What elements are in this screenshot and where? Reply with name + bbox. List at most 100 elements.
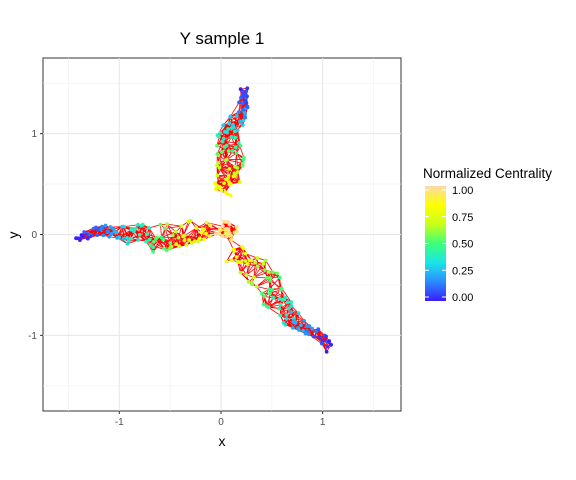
network-node (100, 224, 104, 229)
network-node (262, 294, 267, 299)
network-node (238, 87, 243, 92)
network-node (96, 228, 100, 232)
network-node (136, 238, 141, 242)
network-node (195, 239, 200, 244)
x-tick-label: 1 (320, 417, 326, 428)
network-node (186, 219, 191, 224)
network-node (222, 181, 226, 186)
network-edge (286, 312, 299, 320)
network-node (164, 248, 169, 253)
network-node (245, 262, 250, 266)
x-axis: -1 0 1 (115, 411, 326, 428)
network-node (173, 229, 178, 234)
network-node (289, 304, 294, 308)
network-edge (160, 224, 162, 238)
network-node (289, 310, 293, 314)
network-node (151, 249, 156, 254)
x-tick-label: -1 (115, 417, 124, 428)
network-edge (240, 260, 246, 273)
network-edge (246, 262, 256, 276)
network-node (243, 251, 248, 256)
network-node (278, 287, 283, 292)
legend-colorbar (425, 186, 446, 301)
network-node (213, 231, 218, 236)
network-node (241, 155, 246, 160)
network-node (261, 302, 266, 307)
network-node (144, 239, 149, 244)
network-edge (253, 271, 269, 278)
network-node (233, 164, 237, 169)
network-node (236, 140, 241, 145)
network-node (84, 232, 89, 236)
network-node (215, 184, 220, 188)
network-edge (281, 288, 292, 303)
network-node (128, 236, 133, 241)
network-node (310, 326, 315, 331)
network-node (184, 242, 189, 247)
network-edge (236, 246, 243, 258)
legend-tick-label: 0.25 (452, 265, 473, 277)
network-node (245, 104, 250, 109)
network-edge (204, 229, 222, 231)
network-node (306, 332, 311, 337)
network-node (220, 139, 225, 144)
network-edge (152, 237, 162, 253)
network-node (82, 230, 87, 234)
legend-tick-label: 1.00 (452, 185, 473, 197)
network-node (105, 229, 110, 234)
network-node (284, 316, 289, 321)
network-node (260, 291, 264, 296)
network-node (266, 270, 271, 274)
network-node (267, 291, 272, 296)
network-node (103, 223, 108, 228)
network-node (204, 220, 209, 225)
network-edge (222, 141, 239, 144)
network-node (245, 86, 250, 91)
network-edge (230, 102, 240, 117)
network-node (208, 223, 212, 228)
network-node (325, 344, 330, 349)
network-node (79, 233, 84, 237)
network-node (229, 238, 233, 242)
network-node (216, 160, 221, 165)
network-nodes (74, 86, 334, 354)
network-edge (253, 266, 259, 278)
network-node (228, 115, 233, 120)
network-edge (123, 226, 128, 238)
network-node (266, 305, 271, 310)
network-node (252, 275, 256, 280)
network-node (170, 233, 175, 238)
network-node (187, 238, 192, 242)
network-edge (135, 228, 139, 241)
network-node (224, 157, 229, 162)
x-tick-label: 0 (218, 417, 224, 428)
network-node (286, 306, 291, 311)
network-node (261, 261, 266, 266)
network-node (120, 224, 125, 229)
network-node (238, 119, 243, 124)
network-node (265, 275, 270, 280)
network-node (213, 181, 218, 186)
network-node (227, 166, 232, 171)
network-node (189, 241, 194, 245)
network-node (217, 165, 222, 170)
network-edge (269, 280, 282, 289)
network-node (182, 238, 187, 243)
network-edge (216, 145, 229, 152)
network-node (271, 295, 276, 300)
network-node (159, 235, 164, 240)
network-node (139, 223, 144, 228)
network-node (192, 239, 197, 244)
network-node (278, 302, 283, 307)
network-edge (236, 153, 238, 169)
network-node (231, 122, 235, 127)
network-node (319, 341, 324, 346)
network-node (290, 325, 295, 330)
network-node (223, 190, 228, 195)
network-node (226, 173, 231, 178)
network-node (161, 246, 166, 251)
network-edge (148, 227, 155, 242)
network-node (224, 143, 229, 148)
network-node (324, 334, 328, 339)
y-tick-label: 1 (31, 129, 37, 140)
